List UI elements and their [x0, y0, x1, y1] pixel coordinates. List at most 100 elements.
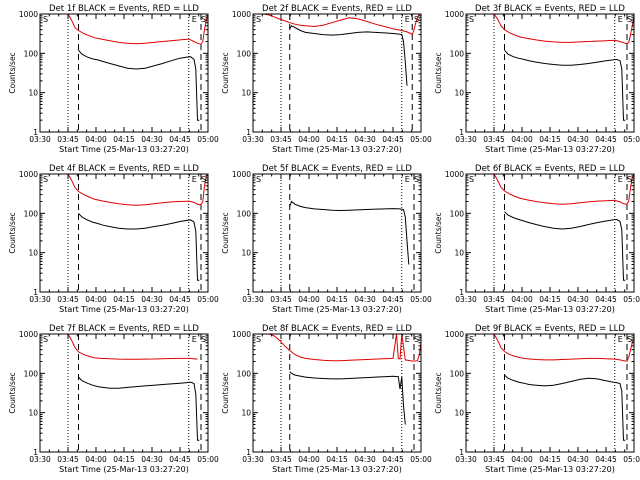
y-tick-label: 10	[28, 89, 38, 98]
marker-label: S	[627, 335, 632, 344]
x-tick-label: 05:00	[623, 135, 640, 144]
lld-series-line	[253, 13, 421, 36]
marker-label: E	[405, 175, 410, 184]
x-axis-label: Start Time (25-Mar-13 03:27:20)	[485, 145, 615, 154]
y-tick-label: 10	[454, 249, 464, 258]
marker-label: S	[43, 15, 48, 24]
x-tick-label: 03:30	[242, 455, 264, 464]
lld-series-line	[67, 173, 209, 206]
panel-title: Det 4f BLACK = Events, RED = LLD	[49, 164, 199, 174]
marker-label: S	[256, 175, 261, 184]
y-tick-label: 1000	[232, 330, 251, 339]
x-tick-label: 04:15	[539, 135, 561, 144]
y-tick-label: 100	[450, 369, 465, 378]
x-axis-label: Start Time (25-Mar-13 03:27:20)	[59, 145, 189, 154]
x-tick-label: 03:30	[455, 455, 477, 464]
plot-frame	[39, 13, 209, 133]
x-tick-label: 04:45	[382, 455, 404, 464]
x-tick-label: 04:00	[298, 455, 320, 464]
y-axis-label: Counts/sec	[221, 212, 230, 253]
marker-label: S	[469, 15, 474, 24]
x-tick-label: 04:45	[595, 135, 617, 144]
x-tick-label: 05:00	[197, 135, 219, 144]
y-tick-label: 1000	[232, 170, 251, 179]
marker-label: S	[201, 335, 206, 344]
panel-title: Det 5f BLACK = Events, RED = LLD	[262, 164, 412, 174]
y-tick-label: 10	[454, 409, 464, 418]
marker-label: S	[256, 15, 261, 24]
x-tick-label: 05:00	[410, 135, 432, 144]
marker-label: S	[469, 175, 474, 184]
x-tick-label: 04:15	[539, 455, 561, 464]
marker-label: S	[43, 175, 48, 184]
x-tick-label: 04:00	[85, 295, 107, 304]
y-tick-label: 10	[454, 89, 464, 98]
x-tick-label: 04:45	[382, 295, 404, 304]
marker-label: S	[201, 175, 206, 184]
x-tick-label: 03:45	[483, 295, 505, 304]
y-tick-label: 10	[241, 249, 251, 258]
x-tick-label: 03:30	[29, 455, 51, 464]
y-tick-label: 10	[28, 409, 38, 418]
y-tick-label: 1000	[445, 330, 464, 339]
y-tick-label: 1000	[445, 10, 464, 19]
y-tick-label: 1	[33, 128, 38, 137]
marker-label: E	[618, 175, 623, 184]
y-tick-label: 100	[237, 49, 252, 58]
y-tick-label: 100	[450, 209, 465, 218]
x-tick-label: 04:30	[567, 455, 589, 464]
y-tick-label: 1	[33, 448, 38, 457]
lld-series-line	[253, 333, 422, 362]
panel-title: Det 2f BLACK = Events, RED = LLD	[262, 4, 412, 14]
y-tick-label: 100	[24, 209, 39, 218]
y-tick-label: 1	[459, 288, 464, 297]
y-tick-label: 1000	[19, 170, 38, 179]
x-tick-label: 03:45	[57, 135, 79, 144]
y-axis-label: Counts/sec	[8, 212, 17, 253]
y-tick-label: 1	[459, 448, 464, 457]
marker-label: S	[627, 175, 632, 184]
marker-label: S	[201, 15, 206, 24]
x-tick-label: 04:30	[141, 295, 163, 304]
x-tick-label: 03:45	[483, 455, 505, 464]
panel-title: Det 9f BLACK = Events, RED = LLD	[475, 324, 625, 334]
events-series-line	[78, 49, 200, 121]
x-tick-label: 03:45	[270, 135, 292, 144]
y-axis-label: Counts/sec	[221, 372, 230, 413]
x-tick-label: 04:45	[169, 455, 191, 464]
y-tick-label: 100	[237, 209, 252, 218]
lld-series-line	[67, 13, 209, 45]
x-tick-label: 04:30	[567, 295, 589, 304]
x-axis-label: Start Time (25-Mar-13 03:27:20)	[272, 305, 402, 314]
marker-label: E	[618, 15, 623, 24]
y-tick-label: 1000	[19, 330, 38, 339]
x-tick-label: 04:00	[85, 135, 107, 144]
y-tick-label: 100	[450, 49, 465, 58]
events-series-line	[289, 200, 410, 265]
x-tick-label: 04:45	[169, 295, 191, 304]
y-tick-label: 1000	[445, 170, 464, 179]
x-tick-label: 04:00	[298, 295, 320, 304]
plot-frame	[39, 173, 209, 293]
marker-label: S	[414, 15, 419, 24]
panel-title: Det 6f BLACK = Events, RED = LLD	[475, 164, 625, 174]
events-series-line	[504, 49, 626, 121]
x-tick-label: 03:30	[455, 295, 477, 304]
x-axis-label: Start Time (25-Mar-13 03:27:20)	[485, 465, 615, 474]
x-tick-label: 04:00	[511, 135, 533, 144]
x-axis-label: Start Time (25-Mar-13 03:27:20)	[272, 465, 402, 474]
x-tick-label: 03:45	[270, 455, 292, 464]
y-tick-label: 100	[24, 49, 39, 58]
marker-label: S	[256, 335, 261, 344]
panel-title: Det 7f BLACK = Events, RED = LLD	[49, 324, 199, 334]
x-axis-label: Start Time (25-Mar-13 03:27:20)	[59, 465, 189, 474]
x-tick-label: 04:00	[298, 135, 320, 144]
marker-label: S	[627, 15, 632, 24]
x-tick-label: 03:45	[270, 295, 292, 304]
events-series-line	[78, 376, 200, 441]
